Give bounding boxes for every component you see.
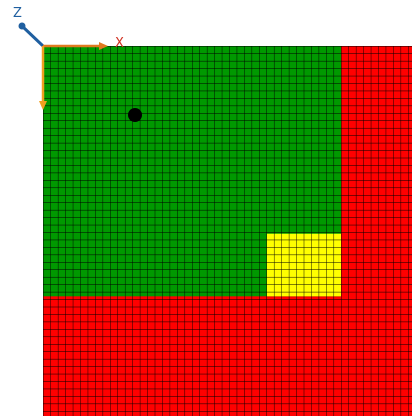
x-axis-arrow <box>99 42 108 50</box>
agent <box>128 108 142 122</box>
y-axis-arrow <box>39 101 47 110</box>
z-axis-end <box>18 22 26 30</box>
x-axis-label: X <box>115 36 124 51</box>
z-axis <box>20 24 45 48</box>
grid <box>43 46 412 416</box>
z-axis-label: Z <box>13 6 22 21</box>
cell-lines <box>43 46 412 416</box>
